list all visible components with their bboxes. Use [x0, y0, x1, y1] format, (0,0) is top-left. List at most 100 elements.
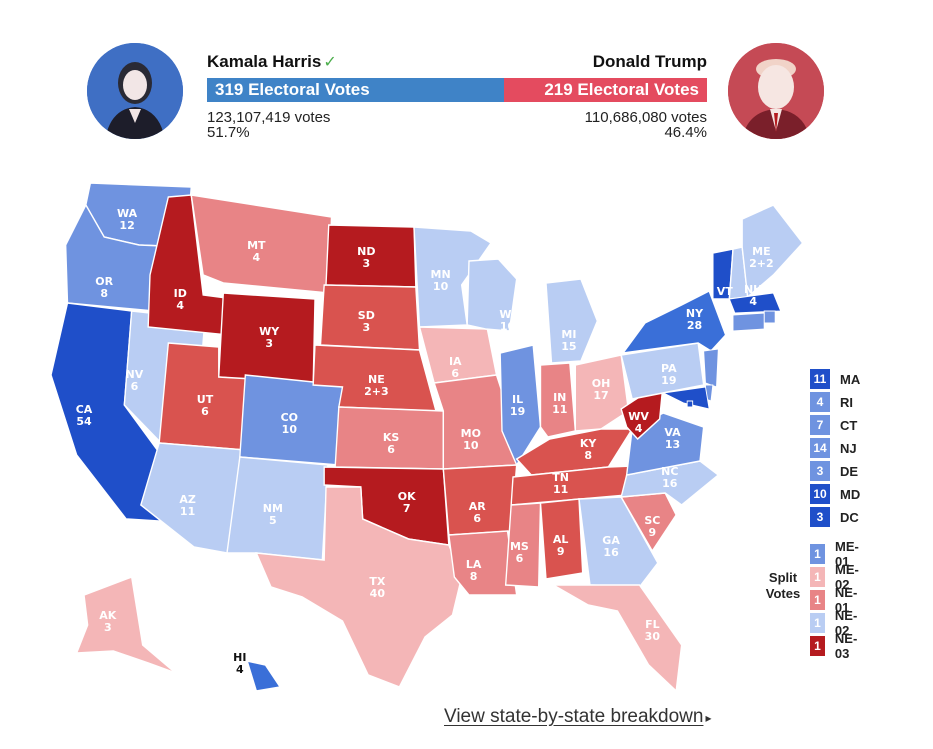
legend-row-md: 10 MD	[810, 484, 860, 504]
state-label-vt: VT 3	[717, 285, 734, 310]
trump-avatar	[728, 43, 824, 139]
state-label-ms: MS 6	[510, 540, 529, 565]
legend-label: CT	[840, 417, 858, 433]
state-me	[741, 204, 804, 299]
legend-row-ne-02: 1 NE-02	[810, 608, 862, 638]
state-label-me: ME 2+2	[749, 245, 774, 270]
legend-label: MA	[840, 371, 861, 387]
legend-ev-box: 1	[810, 636, 825, 656]
legend-label: NE-02	[834, 608, 858, 638]
harris-popular-vote: 123,107,419 votes 51.7%	[207, 110, 330, 140]
state-label-wy: WY 3	[259, 325, 280, 350]
state-label-tn: TN 11	[552, 471, 569, 496]
state-ga	[578, 496, 659, 588]
state-label-wv: WV 4	[628, 410, 649, 435]
trump-electoral-votes: 219 Electoral Votes	[503, 78, 707, 102]
state-label-il: IL 19	[510, 393, 525, 418]
state-nj	[703, 348, 719, 388]
state-label-ks: KS 6	[383, 431, 400, 456]
state-label-in: IN 11	[552, 391, 567, 416]
state-mt	[190, 194, 333, 294]
harris-avatar	[87, 43, 183, 139]
state-al	[539, 498, 584, 580]
state-breakdown-link[interactable]: View state-by-state breakdown ▸	[444, 706, 712, 727]
state-hi	[246, 660, 282, 692]
state-label-tx: TX 40	[369, 575, 386, 600]
state-il	[499, 344, 542, 467]
legend-label: DC	[840, 509, 859, 525]
legend-ev-box: 7	[810, 415, 830, 435]
state-label-ok: OK 7	[398, 490, 416, 515]
state-label-hi: HI 4	[233, 651, 246, 676]
arrow-right-icon: ▸	[705, 711, 712, 725]
state-label-ny: NY 28	[686, 307, 704, 332]
state-label-mt: MT 4	[247, 239, 266, 264]
state-label-wi: WI 10	[499, 308, 515, 333]
legend-label: ME-02	[835, 562, 859, 592]
legend-row-de: 3 DE	[810, 461, 858, 481]
state-label-mo: MO 10	[461, 427, 481, 452]
state-label-ak: AK 3	[99, 609, 117, 634]
legend-row-me-02: 1 ME-02	[810, 562, 864, 592]
state-label-nv: NV 6	[126, 368, 144, 393]
trump-vote-count: 110,686,080 votes	[584, 109, 707, 126]
legend-ev-box: 1	[810, 544, 826, 564]
harris-vote-percent: 51.7%	[207, 124, 250, 141]
state-ny	[621, 289, 727, 354]
state-mi	[545, 278, 599, 364]
state-label-oh: OH 17	[592, 377, 611, 402]
legend-row-me-01: 1 ME-01	[810, 539, 864, 569]
state-label-id: ID 4	[174, 287, 187, 312]
harris-name: Kamala Harris ✓	[207, 52, 337, 71]
harris-vote-count: 123,107,419 votes	[207, 109, 331, 126]
state-ms	[504, 502, 542, 588]
state-md	[661, 386, 710, 410]
legend-row-ne-03: 1 NE-03	[810, 631, 862, 661]
trump-vote-percent: 46.4%	[664, 124, 707, 141]
state-la	[448, 530, 518, 596]
state-az	[140, 442, 247, 554]
trump-popular-vote: 110,686,080 votes 46.4%	[585, 110, 707, 140]
legend-row-ct: 7 CT	[810, 415, 857, 435]
legend-label: RI	[840, 394, 853, 410]
state-label-nm: NM 5	[263, 502, 283, 527]
legend-label: NE-01	[834, 585, 858, 615]
state-label-mn: MN 10	[431, 268, 451, 293]
legend-ev-box: 1	[810, 613, 825, 633]
state-label-co: CO 10	[281, 411, 298, 436]
legend-row-ne-01: 1 NE-01	[810, 585, 862, 615]
state-label-sc: SC 9	[644, 514, 660, 539]
state-tx	[255, 486, 463, 688]
state-label-mi: MI 15	[561, 328, 576, 353]
state-label-al: AL 9	[553, 533, 569, 558]
legend-ev-box: 1	[810, 567, 826, 587]
electoral-vote-bar: 319 Electoral Votes 219 Electoral Votes	[207, 78, 707, 102]
legend-ev-box: 3	[810, 461, 830, 481]
state-dc	[686, 400, 694, 408]
state-ct	[732, 312, 765, 332]
state-label-va: VA 13	[664, 426, 681, 451]
state-label-az: AZ 11	[179, 493, 196, 518]
legend-label: ME-01	[835, 539, 859, 569]
state-label-ut: UT 6	[197, 393, 214, 418]
state-label-ar: AR 6	[469, 500, 487, 525]
legend-ev-box: 11	[810, 369, 830, 389]
state-oh	[574, 354, 630, 432]
state-ri	[763, 310, 776, 324]
state-label-nd: ND 3	[357, 245, 375, 270]
legend-row-ri: 4 RI	[810, 392, 853, 412]
trump-name: Donald Trump	[592, 52, 707, 71]
legend-row-ma: 11 MA	[810, 369, 860, 389]
winner-check-icon: ✓	[323, 54, 337, 71]
state-label-ia: IA 6	[449, 355, 462, 380]
legend-label: NJ	[840, 440, 857, 456]
state-ma	[728, 292, 782, 314]
state-in	[539, 362, 577, 438]
us-electoral-map: WA 12 OR 8 CA 54 NV 6 ID 4 MT 4 WY 3 UT 6 AZ 11 CO 10 NM 5 ND 3…	[50, 182, 804, 693]
state-fl	[553, 584, 683, 693]
state-label-la: LA 8	[466, 558, 482, 583]
state-label-ga: GA 16	[602, 534, 620, 559]
legend-ev-box: 14	[810, 438, 830, 458]
state-ak	[75, 576, 177, 674]
state-label-ky: KY 8	[580, 437, 598, 462]
